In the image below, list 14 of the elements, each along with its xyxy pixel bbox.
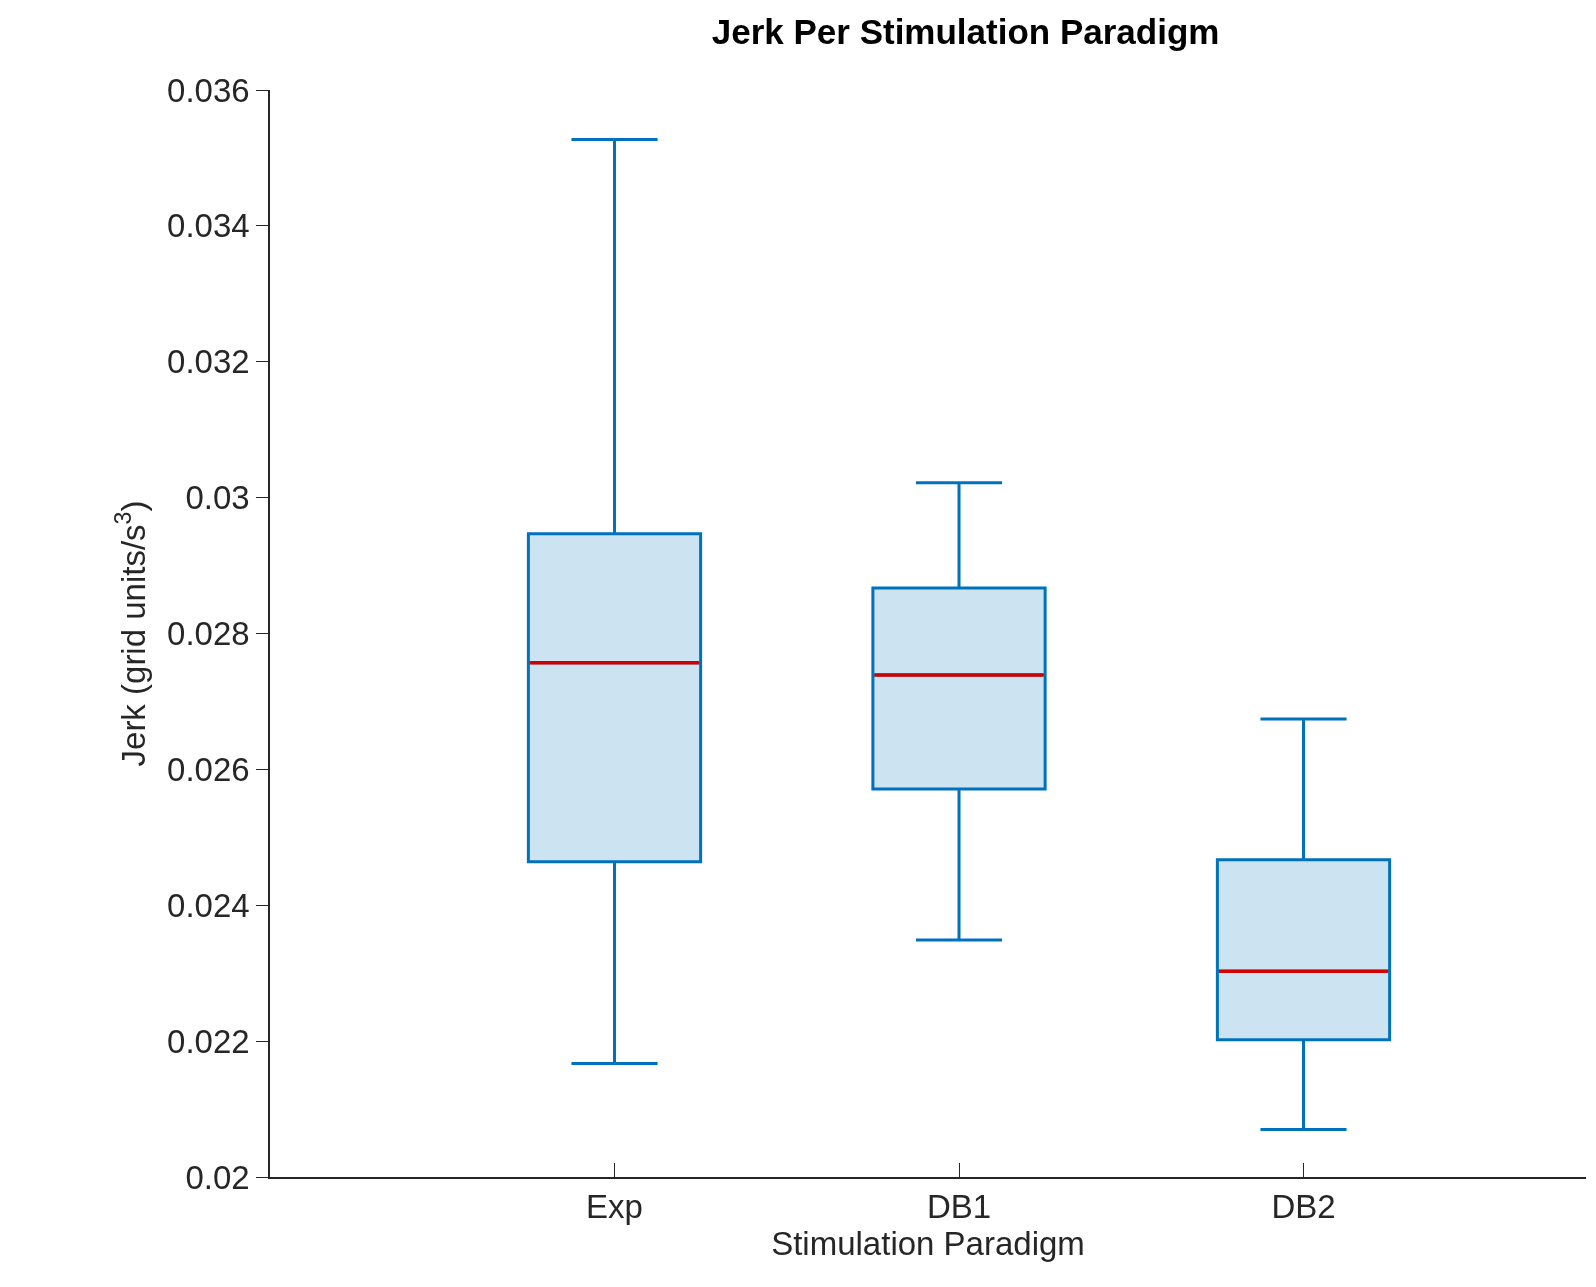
y-tick-label: 0.022: [167, 1022, 250, 1060]
x-axis-title: Stimulation Paradigm: [771, 1225, 1085, 1263]
y-tick-label: 0.024: [167, 886, 250, 924]
x-tick-label: DB1: [926, 1188, 992, 1226]
y-tick-label: 0.034: [167, 207, 250, 245]
y-tick-label: 0.03: [185, 479, 250, 517]
x-tick-label: DB2: [1271, 1188, 1336, 1226]
chart-title: Jerk Per Stimulation Paradigm: [711, 11, 1220, 51]
x-tick-label: Exp: [586, 1188, 643, 1226]
y-tick-label: 0.032: [167, 343, 250, 381]
y-tick-label: 0.02: [185, 1158, 250, 1196]
y-tick-label: 0.028: [167, 615, 250, 653]
y-tick-label: 0.036: [167, 71, 250, 109]
y-tick-label: 0.026: [167, 750, 250, 788]
